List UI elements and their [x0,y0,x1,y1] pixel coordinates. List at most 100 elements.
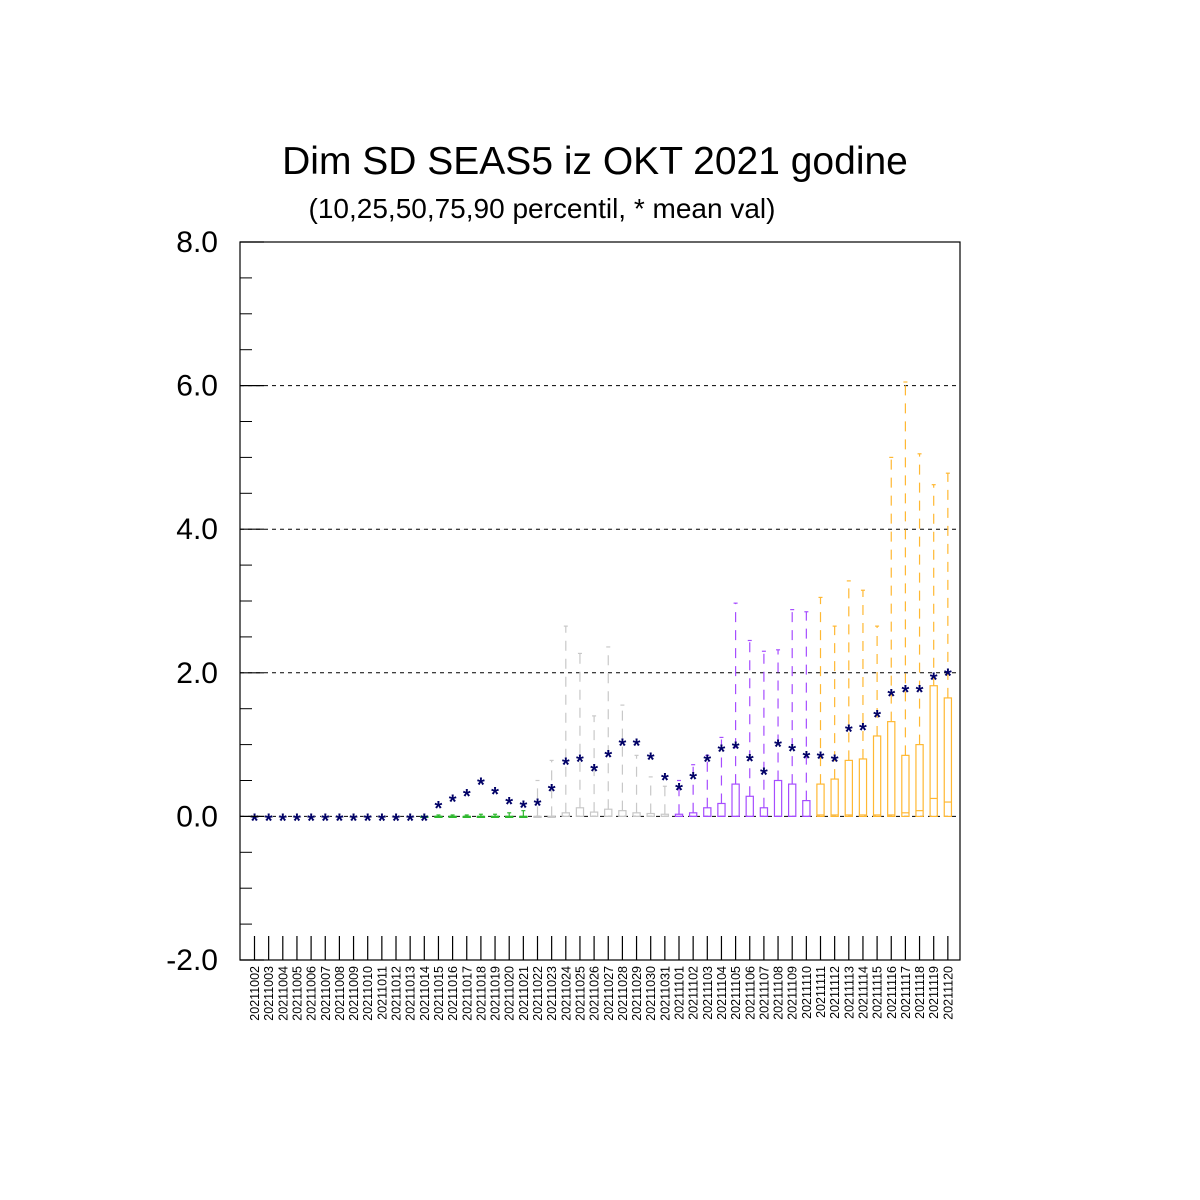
x-tick-label: 20211014 [418,966,432,1021]
x-tick-label: 20211107 [757,966,771,1020]
x-tick-label: 20211006 [305,966,319,1021]
box [830,778,839,818]
box [901,754,910,817]
x-tick-label: 20211113 [842,966,856,1019]
y-tick-label: 0.0 [176,800,218,833]
mean-marker: * [350,810,358,832]
mean-marker: * [647,749,655,771]
x-tick-label: 20211112 [828,966,842,1019]
mean-marker: * [420,810,428,832]
x-tick-label: 20211009 [347,966,361,1021]
mean-marker: * [689,769,697,791]
mean-marker: * [845,721,853,743]
x-tick-label: 20211110 [800,966,814,1019]
x-tick-label: 20211018 [474,966,488,1021]
x-tick-label: 20211114 [856,966,870,1019]
mean-marker: * [590,761,598,783]
mean-marker: * [321,810,329,832]
mean-marker: * [675,780,683,802]
mean-marker: * [633,736,641,758]
box [589,811,599,817]
mean-marker: * [944,665,952,687]
box [575,807,585,817]
box [787,783,797,818]
box [745,795,754,818]
mean-marker: * [576,752,584,774]
mean-marker: * [477,775,485,797]
mean-marker: * [902,682,910,704]
mean-marker: * [873,707,881,729]
x-tick-label: 20211109 [786,966,800,1020]
box [759,807,769,817]
x-tick-label: 20211119 [927,966,941,1019]
mean-marker: * [519,797,527,819]
box [604,808,613,817]
box [802,800,811,818]
x-tick-label: 20211118 [913,966,927,1019]
x-tick-label: 20211008 [333,966,347,1021]
x-tick-label: 20211007 [319,966,333,1021]
x-tick-label: 20211029 [630,966,644,1021]
x-tick-label: 20211027 [602,966,616,1021]
mean-marker: * [336,810,344,832]
y-tick-label: 6.0 [176,370,218,403]
mean-marker: * [463,786,471,808]
x-tick-label: 20211117 [899,966,913,1019]
mean-marker: * [760,764,768,786]
x-tick-label: 20211028 [616,966,630,1021]
mean-marker: * [406,810,414,832]
box [887,721,896,818]
box [844,759,854,817]
mean-marker: * [732,739,740,761]
mean-layer: * * * * * * * * * * * * * * * * * * * * * * * * * * * * * * * * * * * * * * * *… [251,665,952,832]
grid-layer [240,385,960,817]
x-tick-label: 20211120 [941,966,955,1020]
mean-marker: * [718,741,726,763]
mean-marker: * [449,792,457,814]
chart-title: Dim SD SEAS5 iz OKT 2021 godine [282,140,908,183]
box [915,743,924,817]
mean-marker: * [604,747,612,769]
mean-marker: * [619,736,627,758]
x-tick-label: 20211004 [276,966,290,1021]
mean-marker: * [703,752,711,774]
x-tick-label: 20211103 [701,966,715,1020]
box [872,735,882,818]
mean-marker: * [293,810,301,832]
x-tick-label: 20211013 [404,966,418,1021]
x-tick-label: 20211116 [885,966,899,1019]
x-tick-label: 20211011 [375,966,389,1020]
mean-marker: * [859,720,867,742]
x-tick-label: 20211111 [814,966,828,1018]
plot-frame [239,241,961,961]
x-tick-label: 20211108 [772,966,786,1020]
x-tick-label: 20211030 [644,966,658,1021]
mean-marker: * [307,810,315,832]
box [618,810,627,818]
mean-marker: * [364,810,372,832]
x-tick-label: 20211010 [361,966,375,1021]
box [943,697,953,817]
x-tick-label: 20211024 [559,966,573,1021]
x-tick-label: 20211002 [248,966,262,1021]
mean-marker: * [378,810,386,832]
x-tick-label: 20211015 [432,966,446,1021]
x-tick-label: 20211025 [573,966,587,1021]
x-tick-label: 20211102 [687,966,701,1020]
mean-marker: * [534,795,542,817]
x-tick-label: 20211005 [290,966,304,1021]
y-tick-label: 4.0 [176,513,218,546]
box [717,802,726,818]
mean-marker: * [788,741,796,763]
x-tick-label: 20211105 [729,966,743,1020]
x-tick-label: 20211022 [531,966,545,1021]
mean-marker: * [916,682,924,704]
x-tick-label: 20211003 [262,966,276,1021]
box [731,783,740,818]
mean-marker: * [930,670,938,692]
x-tick-label: 20211021 [517,966,531,1021]
box-layer [250,381,953,819]
x-tick-label: 20211115 [871,966,885,1019]
